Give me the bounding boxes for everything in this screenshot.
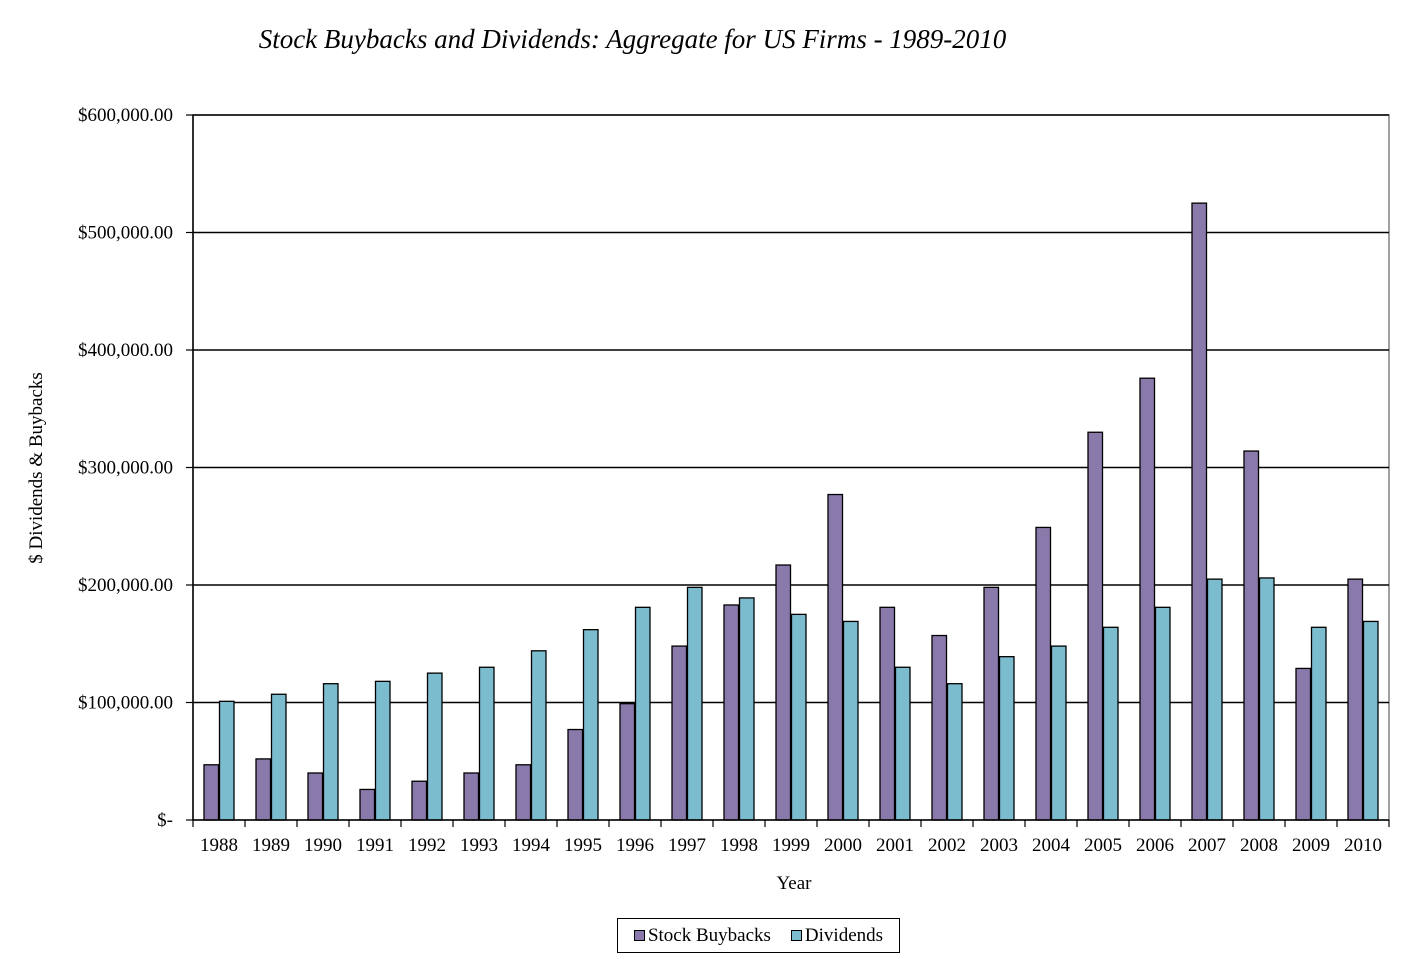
bar-stock-buybacks-1991 [359,788,376,821]
bar-stock-buybacks-2002 [931,634,948,821]
bar-dividends-1989 [270,693,287,821]
bar-stock-buybacks-1997 [671,645,688,821]
x-tick-label: 1997 [668,835,706,856]
x-tick-label: 1995 [564,835,602,856]
x-tick-label: 1994 [512,835,551,856]
bar-stock-buybacks-2003 [983,586,1000,821]
bar-stock-buybacks-1999 [775,564,792,821]
bar-dividends-1996 [634,606,651,821]
bar-dividends-2006 [1154,606,1171,821]
chart-title: Stock Buybacks and Dividends: Aggregate … [258,24,1007,54]
x-tick-label: 2010 [1344,835,1382,856]
bar-dividends-1988 [218,700,235,821]
x-tick-label: 1988 [200,835,238,856]
legend-item-stock-buybacks: Stock Buybacks [633,924,771,947]
bar-stock-buybacks-2004 [1035,526,1052,821]
bar-dividends-2001 [894,666,911,821]
bar-stock-buybacks-1996 [619,703,636,821]
x-axis-label: Year [776,873,812,894]
y-tick-label: $400,000.00 [78,340,173,361]
bar-dividends-1990 [322,683,339,821]
y-tick-label: $200,000.00 [78,575,173,596]
bar-stock-buybacks-2007 [1191,202,1208,821]
x-tick-label: 2005 [1084,835,1122,856]
bar-dividends-2002 [946,683,963,821]
bar-stock-buybacks-2001 [879,606,896,821]
x-tick-label: 2000 [824,835,862,856]
bar-stock-buybacks-1995 [567,728,584,821]
chart-legend: Stock Buybacks Dividends [617,918,900,953]
y-tick-label: $- [157,810,173,831]
legend-label-dividends: Dividends [804,924,884,946]
bar-dividends-2003 [998,656,1015,821]
bar-dividends-1999 [790,613,807,821]
bar-stock-buybacks-1988 [203,764,220,821]
legend-swatch-dividends [790,930,802,941]
bar-dividends-2000 [842,620,859,821]
x-tick-label: 2006 [1136,835,1174,856]
x-tick-label: 2008 [1240,835,1278,856]
bar-stock-buybacks-2008 [1243,450,1260,821]
bar-dividends-1994 [530,650,547,821]
bar-dividends-2005 [1102,626,1119,821]
bar-dividends-1997 [686,586,703,821]
x-tick-label: 1999 [772,835,810,856]
y-tick-label: $100,000.00 [78,693,173,714]
legend-label-stock-buybacks: Stock Buybacks [647,924,771,946]
bar-dividends-1998 [738,597,755,821]
bar-stock-buybacks-1990 [307,772,324,821]
bar-stock-buybacks-1992 [411,780,428,821]
bar-dividends-1991 [374,680,391,821]
bar-dividends-2004 [1050,645,1067,821]
bar-dividends-2007 [1206,578,1223,821]
x-tick-label: 2009 [1292,835,1330,856]
y-tick-label: $600,000.00 [78,105,173,126]
bar-stock-buybacks-2000 [827,493,844,821]
bar-dividends-1993 [478,666,495,821]
bar-dividends-2010 [1362,620,1379,821]
bar-stock-buybacks-1993 [463,772,480,821]
x-tick-label: 1989 [252,835,290,856]
bar-stock-buybacks-2006 [1139,377,1156,821]
x-tick-label: 2002 [928,835,966,856]
x-tick-label: 2007 [1188,835,1226,856]
x-tick-label: 1998 [720,835,758,856]
x-tick-label: 2004 [1032,835,1071,856]
bar-dividends-1992 [426,672,443,821]
bar-dividends-1995 [582,629,599,821]
bar-dividends-2009 [1310,626,1327,821]
y-tick-label: $500,000.00 [78,223,173,244]
bar-stock-buybacks-1994 [515,764,532,821]
bar-stock-buybacks-2009 [1295,667,1312,821]
y-axis-label: $ Dividends & Buybacks [26,372,47,564]
bar-stock-buybacks-1998 [723,604,740,821]
x-tick-label: 1990 [304,835,342,856]
legend-swatch-stock-buybacks [633,930,645,941]
legend-item-dividends: Dividends [790,924,884,947]
x-tick-label: 1996 [616,835,654,856]
x-tick-label: 1992 [408,835,446,856]
bar-stock-buybacks-2010 [1347,578,1364,821]
y-tick-label: $300,000.00 [78,458,173,479]
x-tick-label: 2001 [876,835,914,856]
x-tick-label: 2003 [980,835,1018,856]
bar-stock-buybacks-1989 [255,758,272,821]
bar-dividends-2008 [1258,577,1275,821]
x-tick-label: 1993 [460,835,498,856]
bar-stock-buybacks-2005 [1087,431,1104,821]
x-tick-label: 1991 [356,835,394,856]
